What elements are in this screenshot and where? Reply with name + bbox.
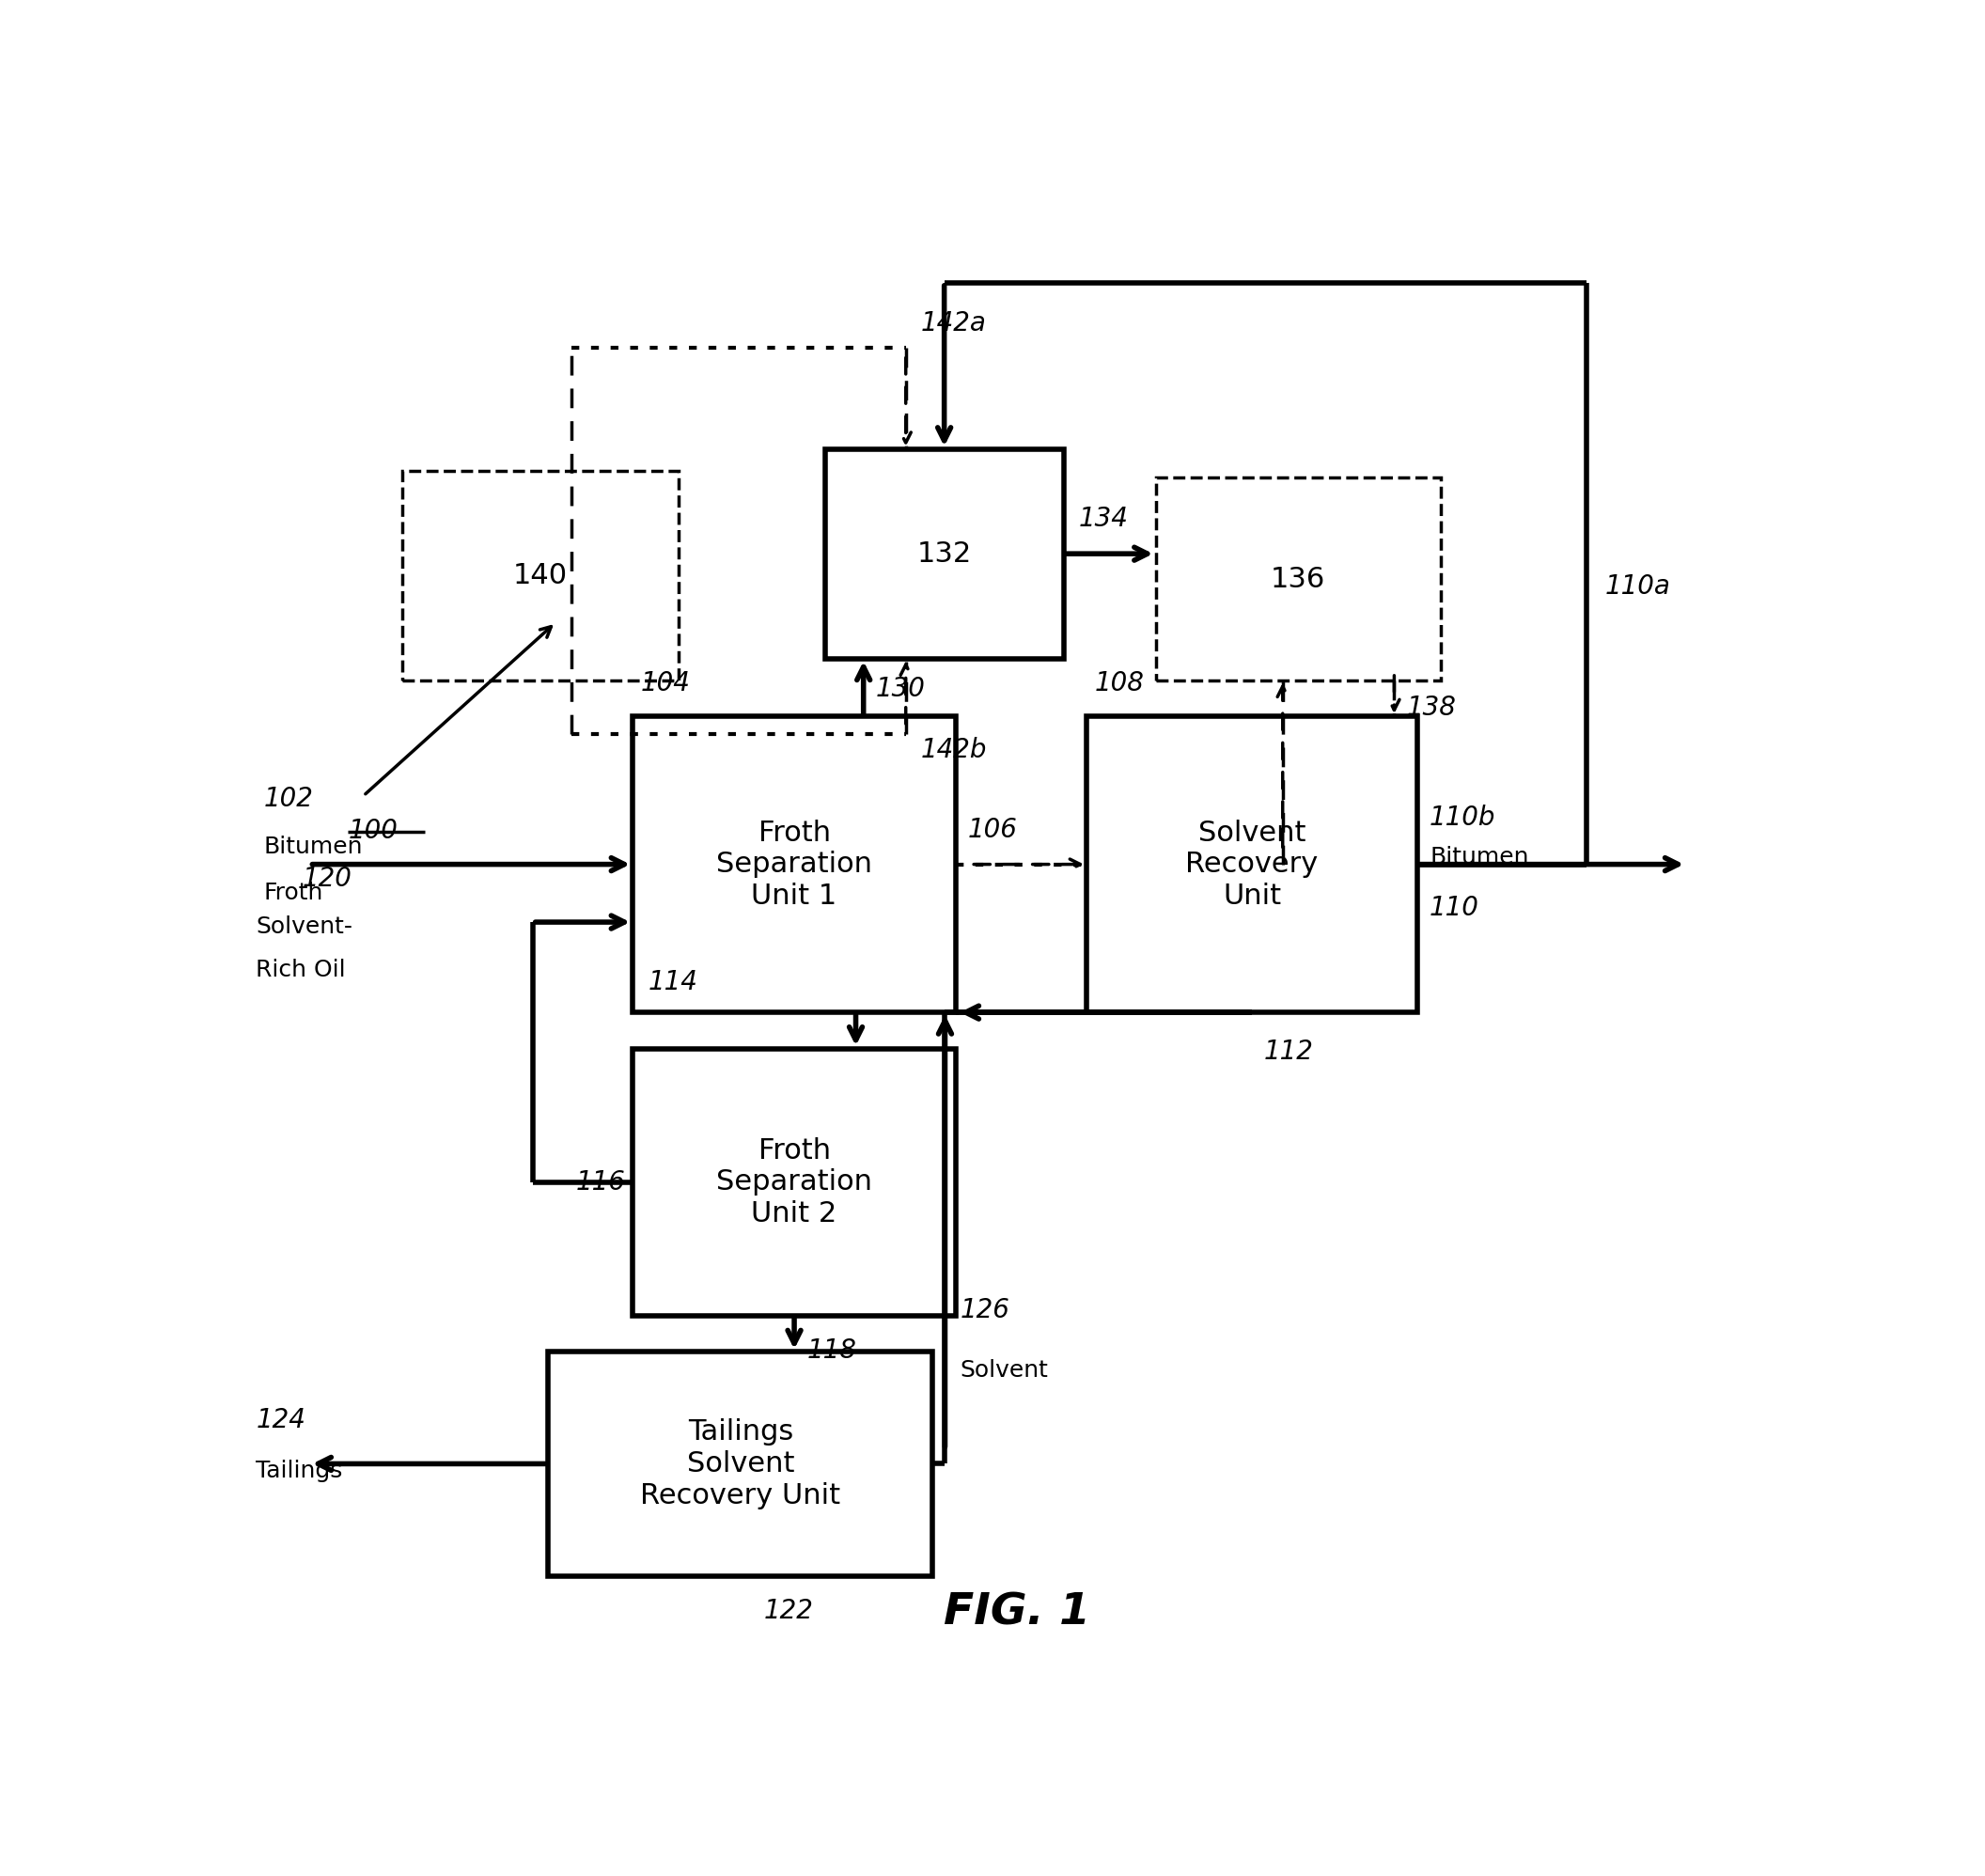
Text: 100: 100 [347,818,397,844]
Text: Tailings
Solvent
Recovery Unit: Tailings Solvent Recovery Unit [641,1418,840,1508]
Text: Bitumen: Bitumen [264,835,363,857]
Bar [1155,478,1441,681]
Text: Solvent: Solvent [961,1358,1048,1381]
Text: 130: 130 [875,675,925,702]
Text: 124: 124 [256,1407,306,1433]
Text: 110a: 110a [1606,572,1671,600]
Text: FIG. 1: FIG. 1 [945,1591,1090,1634]
Text: 126: 126 [961,1296,1010,1323]
Text: 122: 122 [764,1598,814,1625]
Text: 142a: 142a [921,310,987,336]
Text: Rich Oil: Rich Oil [256,959,345,981]
Bar [826,448,1064,658]
Text: Froth
Separation
Unit 2: Froth Separation Unit 2 [717,1137,871,1227]
Text: 110: 110 [1429,895,1479,921]
Text: 108: 108 [1094,670,1143,696]
Text: 136: 136 [1270,565,1326,593]
Text: 114: 114 [647,968,699,994]
Bar [633,717,957,1013]
Text: 102: 102 [264,786,314,812]
Text: 138: 138 [1407,694,1457,720]
Text: 142b: 142b [921,737,987,764]
Text: 140: 140 [512,561,568,589]
Text: Tailings: Tailings [256,1460,343,1482]
Text: 112: 112 [1264,1039,1314,1066]
Text: Solvent
Recovery
Unit: Solvent Recovery Unit [1185,820,1318,910]
Text: 134: 134 [1080,507,1129,533]
Text: 132: 132 [917,540,971,567]
Text: Froth
Separation
Unit 1: Froth Separation Unit 1 [717,820,871,910]
Bar [548,1353,933,1576]
Text: 110b: 110b [1429,805,1497,831]
Text: Bitumen: Bitumen [1429,846,1528,869]
Bar [1086,717,1417,1013]
Text: 118: 118 [806,1338,856,1364]
Text: 120: 120 [302,865,351,891]
Text: 104: 104 [641,670,691,696]
Text: Froth: Froth [264,882,324,904]
Text: 116: 116 [576,1169,625,1195]
Bar [401,471,679,681]
Bar [633,1049,957,1315]
Text: Solvent-: Solvent- [256,915,353,938]
Text: 106: 106 [969,816,1018,842]
